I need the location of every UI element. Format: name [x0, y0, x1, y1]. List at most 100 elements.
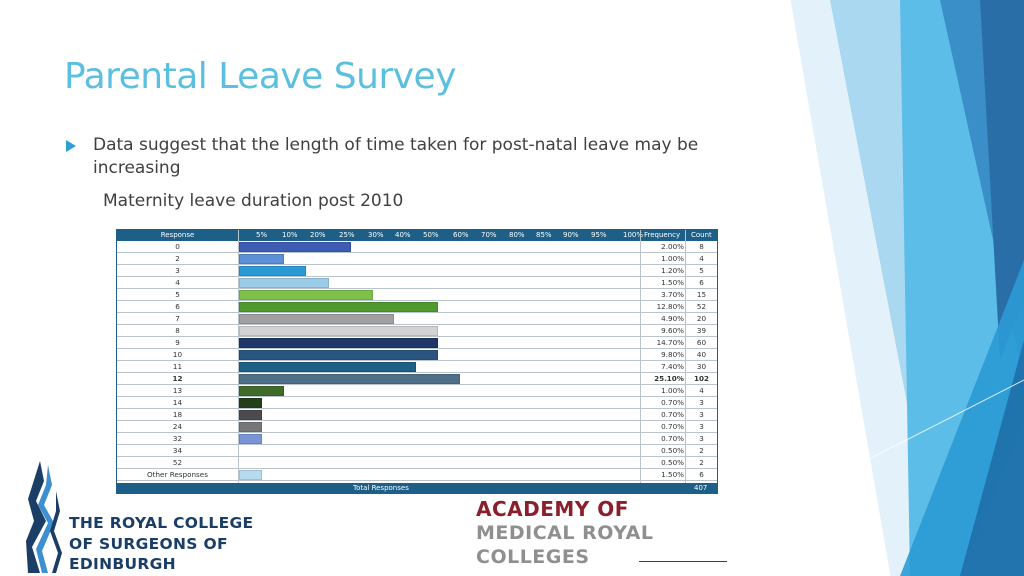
- table-footer: Total Responses 407: [117, 483, 717, 494]
- row-frequency: 12.80%: [656, 302, 684, 311]
- table-row: 9 14.70% 60: [117, 337, 717, 349]
- table-row: 34 0.50% 2: [117, 445, 717, 457]
- table-row: Other Responses 1.50% 6: [117, 469, 717, 481]
- bar: [239, 409, 262, 420]
- row-frequency: 9.80%: [661, 350, 684, 359]
- row-frequency: 0.70%: [661, 434, 684, 443]
- bar: [239, 289, 373, 300]
- row-frequency: 0.70%: [661, 410, 684, 419]
- header-count: Count: [691, 231, 712, 239]
- table-row: 12 25.10% 102: [117, 373, 717, 385]
- row-response: 18: [172, 410, 183, 419]
- axis-tick-label: 70%: [481, 231, 497, 239]
- bar: [239, 433, 262, 444]
- axis-tick-label: 95%: [591, 231, 607, 239]
- table-row: 3 1.20% 5: [117, 265, 717, 277]
- slide-title: Parental Leave Survey: [64, 56, 457, 97]
- row-count: 60: [696, 338, 707, 347]
- row-response: 8: [175, 326, 180, 335]
- rcs-logo-icon: [26, 461, 62, 573]
- table-row: 14 0.70% 3: [117, 397, 717, 409]
- table-row: 5 3.70% 15: [117, 289, 717, 301]
- bar: [239, 385, 284, 396]
- axis-tick-label: 25%: [339, 231, 355, 239]
- row-count: 3: [699, 398, 704, 407]
- axis-tick-label: 10%: [282, 231, 298, 239]
- table-row: 0 2.00% 8: [117, 241, 717, 253]
- row-response: 7: [175, 314, 180, 323]
- row-response: 12: [172, 374, 183, 383]
- row-frequency: 3.70%: [661, 290, 684, 299]
- row-frequency: 14.70%: [656, 338, 684, 347]
- amrc-logo-rule: [639, 561, 727, 562]
- row-response: 4: [175, 278, 180, 287]
- bar: [239, 421, 262, 432]
- table-header: Response 5% 10% 20% 25% 30% 40% 50% 60% 70% 80% 85…: [117, 230, 717, 241]
- row-response: 24: [172, 422, 183, 431]
- row-count: 2: [699, 458, 704, 467]
- bullet-text: Data suggest that the length of time tak…: [93, 135, 699, 178]
- axis-tick-label: 100%: [623, 231, 644, 239]
- row-frequency: 0.50%: [661, 446, 684, 455]
- row-count: 20: [696, 314, 707, 323]
- row-count: 15: [696, 290, 707, 299]
- bar: [239, 325, 438, 336]
- axis-tick-label: 50%: [423, 231, 439, 239]
- bar: [239, 277, 329, 288]
- axis-tick-label: 80%: [509, 231, 525, 239]
- table-row: 18 0.70% 3: [117, 409, 717, 421]
- header-response: Response: [160, 231, 195, 239]
- row-frequency: 7.40%: [661, 362, 684, 371]
- row-response: 52: [172, 458, 183, 467]
- survey-table: Response 5% 10% 20% 25% 30% 40% 50% 60% 70% 80% 85…: [116, 229, 718, 494]
- axis-tick-label: 60%: [453, 231, 469, 239]
- row-count: 4: [699, 254, 704, 263]
- row-count: 6: [699, 278, 704, 287]
- bar: [239, 313, 394, 324]
- table-row: 8 9.60% 39: [117, 325, 717, 337]
- bar: [239, 301, 438, 312]
- row-frequency: 1.50%: [661, 470, 684, 479]
- bar: [239, 469, 262, 480]
- row-count: 102: [693, 374, 709, 383]
- row-count: 8: [699, 242, 704, 251]
- bar: [239, 349, 438, 360]
- bar: [239, 241, 351, 252]
- axis-ticks: 5% 10% 20% 25% 30% 40% 50% 60% 70% 80% 85% 90% 95% 10…: [117, 230, 717, 241]
- footer-label: Total Responses: [353, 484, 409, 492]
- row-count: 3: [699, 434, 704, 443]
- bar: [239, 253, 284, 264]
- row-response: 2: [175, 254, 180, 263]
- bullet-arrow-icon: [66, 140, 76, 152]
- table-row: 4 1.50% 6: [117, 277, 717, 289]
- row-response: 3: [175, 266, 180, 275]
- row-count: 30: [696, 362, 707, 371]
- table-row: 13 1.00% 4: [117, 385, 717, 397]
- row-response: 6: [175, 302, 180, 311]
- rcs-logo-text: THE ROYAL COLLEGE OF SURGEONS OF EDINBUR…: [69, 514, 254, 573]
- axis-tick-label: 40%: [395, 231, 411, 239]
- row-response: 5: [175, 290, 180, 299]
- row-response: 34: [172, 446, 183, 455]
- axis-tick-label: 20%: [310, 231, 326, 239]
- row-frequency: 1.50%: [661, 278, 684, 287]
- row-frequency: 1.00%: [661, 386, 684, 395]
- table-row: 10 9.80% 40: [117, 349, 717, 361]
- row-count: 3: [699, 410, 704, 419]
- row-frequency: 0.70%: [661, 398, 684, 407]
- row-count: 3: [699, 422, 704, 431]
- row-frequency: 1.20%: [661, 266, 684, 275]
- row-count: 40: [696, 350, 707, 359]
- row-frequency: 0.70%: [661, 422, 684, 431]
- row-response: 13: [172, 386, 183, 395]
- row-count: 52: [696, 302, 707, 311]
- column-divider: [640, 230, 641, 483]
- footer-count: 407: [694, 484, 708, 492]
- row-response: 14: [172, 398, 183, 407]
- table-row: 32 0.70% 3: [117, 433, 717, 445]
- bar: [239, 337, 438, 348]
- table-row: 6 12.80% 52: [117, 301, 717, 313]
- bar: [239, 397, 262, 408]
- row-frequency: 25.10%: [654, 374, 684, 383]
